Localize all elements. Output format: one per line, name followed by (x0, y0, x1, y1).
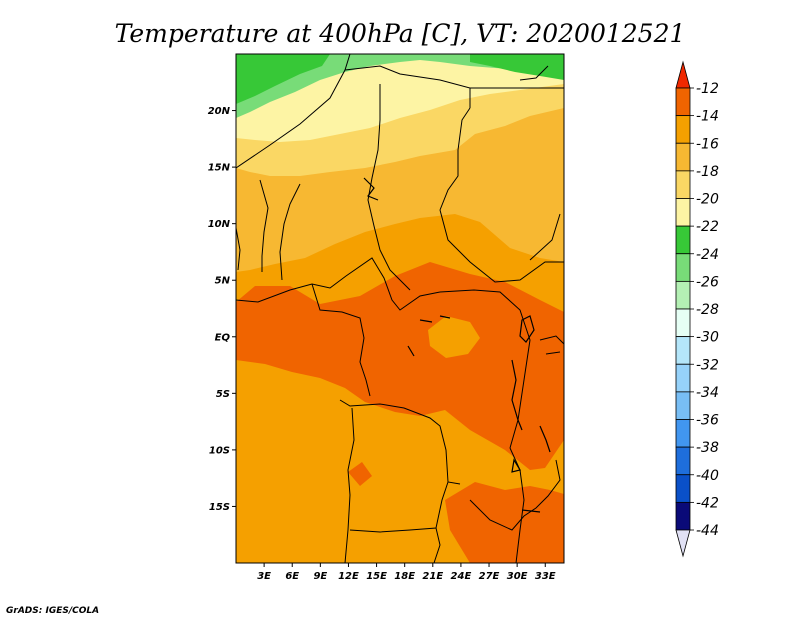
legend-swatch (675, 419, 691, 448)
y-tick-label: 10S (209, 445, 230, 456)
legend-swatch (675, 170, 691, 199)
y-tick-label: 5N (215, 276, 231, 287)
legend-swatch (675, 474, 691, 503)
x-tick-label: 30E (507, 571, 528, 582)
legend-swatch (675, 225, 691, 255)
x-tick-label: 24E (451, 571, 472, 582)
chart-title: Temperature at 400hPa [C], VT: 202001252… (115, 19, 686, 48)
legend-label: -40 (696, 468, 719, 484)
legend-swatch (675, 280, 691, 310)
color-legend: -12 -14 -16 -18 -20 -22 -24 -26 -28 -30 -32 -34 -36 -… (675, 60, 719, 558)
legend-swatch-top (675, 60, 691, 89)
legend-swatch (675, 363, 691, 393)
x-tick-label: 33E (535, 571, 556, 582)
y-tick-label: 15N (208, 163, 231, 174)
legend-swatch (675, 391, 691, 420)
legend-swatch (675, 142, 691, 172)
legend-swatch (675, 253, 691, 282)
y-tick-label: EQ (215, 332, 231, 343)
field-band-24 (236, 54, 330, 104)
plot-frame (235, 53, 565, 564)
legend-label: -30 (696, 330, 719, 346)
x-tick-label: 15E (366, 571, 387, 582)
y-tick-label: 5S (216, 389, 230, 400)
legend-label: -44 (696, 523, 719, 539)
legend-swatch (675, 501, 691, 531)
credit-text: GrADS: IGES/COLA (6, 606, 99, 616)
field-band-14 (236, 262, 564, 470)
y-axis: 20N 15N 10N 5N EQ 5S 10S 15S (208, 106, 236, 513)
legend-label: -34 (696, 385, 719, 401)
legend-swatch (675, 446, 691, 476)
x-tick-label: 9E (313, 571, 327, 582)
legend-label: -28 (696, 302, 719, 318)
legend-label: -18 (696, 164, 719, 180)
legend-swatch (675, 198, 691, 227)
y-tick-label: 20N (208, 106, 231, 117)
legend-label: -38 (696, 440, 719, 456)
legend-label: -32 (696, 357, 719, 373)
legend-label: -36 (696, 413, 719, 429)
legend-label: -26 (696, 274, 719, 290)
x-tick-label: 18E (394, 571, 415, 582)
legend-label: -16 (696, 136, 719, 152)
x-tick-label: 3E (257, 571, 271, 582)
legend-label: -42 (696, 495, 719, 511)
field-band-14-se (445, 482, 564, 563)
legend-label: -14 (696, 109, 719, 125)
legend-label: -20 (696, 192, 719, 208)
legend-swatch (675, 115, 691, 144)
legend-swatch (675, 87, 691, 117)
lakes (363, 177, 551, 513)
x-axis: 3E 6E 9E 12E 15E 18E 21E 24E 27E 30E 33E (257, 563, 556, 582)
legend-swatch (675, 308, 691, 338)
legend-label: -12 (696, 81, 719, 97)
x-tick-label: 6E (285, 571, 299, 582)
country-borders (236, 54, 564, 563)
temperature-field (236, 54, 564, 563)
field-band-14-patch (348, 462, 372, 486)
y-tick-label: 15S (209, 502, 230, 513)
y-tick-label: 10N (208, 219, 231, 230)
x-tick-label: 21E (422, 571, 443, 582)
legend-label: -22 (696, 219, 719, 235)
x-tick-label: 12E (338, 571, 359, 582)
legend-swatch-bottom (675, 529, 691, 558)
field-band-26 (236, 54, 564, 118)
legend-label: -24 (696, 247, 719, 263)
x-tick-label: 27E (479, 571, 500, 582)
field-band-16-patch (428, 316, 480, 358)
legend-swatch (675, 336, 691, 365)
